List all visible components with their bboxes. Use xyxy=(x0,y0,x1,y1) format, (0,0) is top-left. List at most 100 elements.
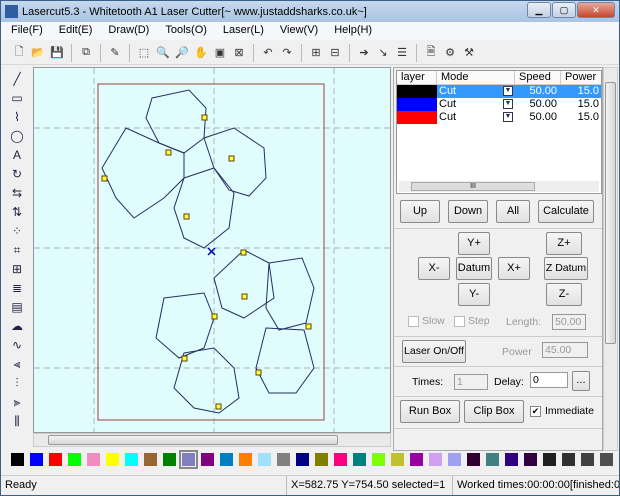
menu-file[interactable]: File(F) xyxy=(11,24,43,36)
palette-color-swatch[interactable] xyxy=(144,453,157,466)
minimize-button[interactable]: ▁ xyxy=(527,2,551,18)
delay-field[interactable]: 0 xyxy=(530,372,568,388)
palette-color-swatch[interactable] xyxy=(163,453,176,466)
run-box-button[interactable]: Run Box xyxy=(400,400,460,423)
drawing-canvas[interactable] xyxy=(33,67,391,433)
palette-color-swatch[interactable] xyxy=(372,453,385,466)
group-icon[interactable]: ⊞ xyxy=(311,47,321,59)
times-field[interactable]: 1 xyxy=(454,374,488,390)
mirror-vertical-icon[interactable]: ⇅ xyxy=(11,205,23,219)
palette-color-swatch[interactable] xyxy=(277,453,290,466)
node-marker[interactable] xyxy=(211,313,218,320)
node-marker[interactable] xyxy=(255,369,262,376)
palette-color-swatch[interactable] xyxy=(11,453,24,466)
palette-color-swatch[interactable] xyxy=(562,453,575,466)
curve-icon[interactable]: ∿ xyxy=(11,338,23,352)
align-center-icon[interactable]: ⫶ xyxy=(15,375,19,390)
list-icon[interactable]: ☰ xyxy=(397,47,407,59)
palette-color-swatch[interactable] xyxy=(68,453,81,466)
palette-color-swatch[interactable] xyxy=(353,453,366,466)
mirror-horizontal-icon[interactable]: ⇆ xyxy=(11,186,23,200)
up-button[interactable]: Up xyxy=(400,200,440,223)
horizontal-scrollbar[interactable] xyxy=(33,433,391,447)
node-marker[interactable] xyxy=(240,249,247,256)
copy-icon[interactable]: ⧉ xyxy=(82,46,90,58)
palette-color-swatch[interactable] xyxy=(296,453,309,466)
z-minus-button[interactable]: Z- xyxy=(546,283,582,306)
palette-color-swatch[interactable] xyxy=(505,453,518,466)
line-icon[interactable]: ╱ xyxy=(13,72,21,86)
redo-icon[interactable]: ↷ xyxy=(282,47,292,59)
align-icon[interactable]: ≣ xyxy=(11,281,23,295)
palette-color-swatch[interactable] xyxy=(315,453,328,466)
node-marker[interactable] xyxy=(165,149,172,156)
node-marker[interactable] xyxy=(201,114,208,121)
palette-color-swatch[interactable] xyxy=(239,453,252,466)
palette-color-swatch[interactable] xyxy=(524,453,537,466)
node-icon[interactable]: ↘ xyxy=(378,47,388,59)
palette-color-swatch[interactable] xyxy=(220,453,233,466)
new-icon[interactable]: 🗋 xyxy=(14,46,24,58)
ellipse-icon[interactable]: ◯ xyxy=(10,129,24,143)
hatch-icon[interactable]: ▤ xyxy=(11,300,23,314)
node-marker[interactable] xyxy=(181,355,188,362)
palette-color-swatch[interactable] xyxy=(467,453,480,466)
menu-draw[interactable]: Draw(D) xyxy=(108,24,150,36)
save-icon[interactable]: 💾 xyxy=(50,47,64,59)
palette-color-swatch[interactable] xyxy=(87,453,100,466)
palette-color-swatch[interactable] xyxy=(125,453,138,466)
palette-color-swatch[interactable] xyxy=(179,450,198,469)
palette-color-swatch[interactable] xyxy=(49,453,62,466)
x-minus-button[interactable]: X- xyxy=(418,257,450,280)
menu-tools[interactable]: Tools(O) xyxy=(165,24,207,36)
z-datum-button[interactable]: Z Datum xyxy=(544,257,588,280)
palette-color-swatch[interactable] xyxy=(334,453,347,466)
x-plus-button[interactable]: X+ xyxy=(498,257,530,280)
y-plus-button[interactable]: Y+ xyxy=(458,232,490,255)
maximize-button[interactable]: ▢ xyxy=(552,2,576,18)
machine-icon[interactable]: ⚒ xyxy=(464,47,474,59)
crop-icon[interactable]: ⌗ xyxy=(13,242,21,257)
pan-icon[interactable]: ✋ xyxy=(194,47,208,59)
power-field[interactable]: 45.00 xyxy=(542,342,588,358)
grid-icon[interactable]: ⊞ xyxy=(11,262,23,276)
align-left-icon[interactable]: ⫷ xyxy=(13,356,21,371)
layer-row[interactable]: Cut ▼ 50.00 15.0 xyxy=(397,98,601,111)
clip-box-button[interactable]: Clip Box xyxy=(464,400,524,423)
palette-color-swatch[interactable] xyxy=(410,453,423,466)
mode-dropdown-icon[interactable]: ▼ xyxy=(503,99,513,109)
step-checkbox[interactable] xyxy=(454,316,465,327)
menu-laser[interactable]: Laser(L) xyxy=(222,24,264,36)
path-icon[interactable]: ➔ xyxy=(359,47,369,59)
ungroup-icon[interactable]: ⊟ xyxy=(330,47,340,59)
panel-vertical-scrollbar[interactable] xyxy=(603,67,618,451)
calculate-button[interactable]: Calculate xyxy=(538,200,594,223)
laser-on-off-button[interactable]: Laser On/Off xyxy=(402,340,466,363)
undo-icon[interactable]: ↶ xyxy=(263,47,273,59)
select-icon[interactable]: ⬚ xyxy=(138,47,150,59)
palette-color-swatch[interactable] xyxy=(543,453,556,466)
node-marker[interactable] xyxy=(228,155,235,162)
brush-icon[interactable]: ✎ xyxy=(110,47,120,59)
close-button[interactable]: ✕ xyxy=(577,2,615,18)
down-button[interactable]: Down xyxy=(448,200,488,223)
selection-box[interactable] xyxy=(97,83,325,421)
palette-color-swatch[interactable] xyxy=(258,453,271,466)
layer-row[interactable]: Cut ▼ 50.00 15.0 xyxy=(397,111,601,124)
rectangle-icon[interactable]: ▭ xyxy=(11,91,23,105)
node-marker[interactable] xyxy=(241,293,248,300)
palette-color-swatch[interactable] xyxy=(429,453,442,466)
align-right-icon[interactable]: ⫸ xyxy=(13,394,21,409)
node-marker[interactable] xyxy=(183,213,190,220)
length-field[interactable]: 50.00 xyxy=(552,314,586,330)
datum-button[interactable]: Datum xyxy=(456,257,492,280)
palette-color-swatch[interactable] xyxy=(448,453,461,466)
open-icon[interactable]: 📂 xyxy=(31,47,45,59)
mode-dropdown-icon[interactable]: ▼ xyxy=(503,86,513,96)
palette-color-swatch[interactable] xyxy=(106,453,119,466)
mode-dropdown-icon[interactable]: ▼ xyxy=(503,112,513,122)
slow-checkbox[interactable] xyxy=(408,316,419,327)
menu-view[interactable]: View(V) xyxy=(279,24,319,36)
node-marker[interactable] xyxy=(101,175,108,182)
settings-icon[interactable]: ⚙ xyxy=(445,47,455,59)
